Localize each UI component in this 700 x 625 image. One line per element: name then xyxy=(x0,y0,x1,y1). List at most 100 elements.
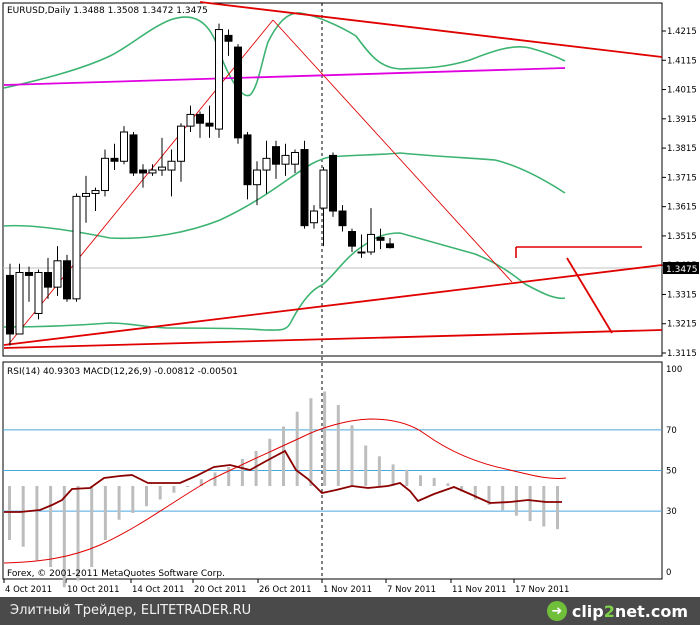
candle-body xyxy=(348,231,356,247)
candle-body xyxy=(224,34,233,42)
macd-histogram-bar xyxy=(473,486,477,500)
candle-body xyxy=(120,131,128,162)
macd-histogram-bar xyxy=(419,475,422,486)
candle-body xyxy=(386,243,394,249)
trendline-upper-resistance xyxy=(199,1,663,58)
main-chart-header: EURUSD,Daily 1.3488 1.3508 1.3472 1.3475 xyxy=(7,6,208,16)
trendline-lower-support xyxy=(3,264,663,346)
price-tick-label: 1.3815 xyxy=(667,144,697,154)
candle-body xyxy=(53,260,62,288)
macd-histogram-bar xyxy=(350,425,354,486)
candle-body xyxy=(6,274,14,335)
macd-histogram-bar xyxy=(172,486,176,493)
clip2net-arrow-icon: ➜ xyxy=(546,601,567,621)
current-price-tag: 1.3475 xyxy=(666,265,698,275)
indicator-tick-label: 30 xyxy=(666,507,677,517)
indicator-tick-label: 70 xyxy=(666,426,677,436)
candle-body xyxy=(319,169,328,209)
macd-histogram-bar xyxy=(432,477,436,486)
macd-histogram-bar xyxy=(76,486,80,581)
clip2net-logo-text: clip2net.com xyxy=(571,601,688,621)
candle-body xyxy=(262,157,271,171)
candle-body xyxy=(129,134,138,174)
candle-body xyxy=(15,272,24,335)
candle-body xyxy=(25,272,33,276)
macd-histogram-bar xyxy=(501,486,505,511)
macd-histogram-bar xyxy=(131,486,135,513)
thin-rise-line xyxy=(7,19,274,346)
macd-histogram-bar xyxy=(556,486,559,530)
candle-body xyxy=(101,157,109,192)
candle-body xyxy=(196,113,204,124)
indicator-axis: 100 70 50 30 0 xyxy=(666,365,682,578)
date-tick-label: 17 Nov 2011 xyxy=(515,585,569,595)
macd-histogram-bar xyxy=(199,479,203,486)
candle-body xyxy=(167,160,176,171)
trendline-magenta-horizontal xyxy=(3,67,566,86)
footer-bar: Элитный Трейдер, ELITETRADER.RU ➜ clip2n… xyxy=(0,597,700,625)
price-tick-label: 1.3915 xyxy=(667,115,697,125)
rsi-line xyxy=(4,449,562,513)
forecast-arrow-line xyxy=(566,257,613,334)
price-tick-label: 1.3515 xyxy=(667,232,697,242)
price-tick-label: 1.3615 xyxy=(667,203,697,213)
macd-histogram-bar xyxy=(240,459,244,486)
date-tick-label: 26 Oct 2011 xyxy=(259,585,312,595)
date-tick-label: 14 Oct 2011 xyxy=(132,585,185,595)
macd-histogram-bar xyxy=(528,486,532,522)
macd-histogram-bar xyxy=(487,486,491,505)
candle-body xyxy=(205,122,214,127)
macd-histogram-bar xyxy=(103,486,107,540)
candle-body xyxy=(253,169,261,186)
date-tick-label: 7 Nov 2011 xyxy=(387,585,436,595)
candle-body xyxy=(281,154,290,165)
macd-histogram-bar xyxy=(8,486,11,540)
candle-body xyxy=(63,260,71,300)
macd-histogram-bar xyxy=(117,486,121,520)
macd-histogram-bar xyxy=(158,486,162,500)
macd-histogram-bar xyxy=(145,486,148,507)
candle-body xyxy=(300,149,309,227)
footer-site-label: Элитный Трейдер, ELITETRADER.RU xyxy=(10,603,252,618)
macd-histogram-bar xyxy=(227,467,231,486)
current-price-tag-bg xyxy=(663,262,699,274)
candle-body xyxy=(338,210,347,227)
indicator-tick-label: 0 xyxy=(666,568,671,578)
indicator-tick-label: 100 xyxy=(666,365,682,375)
macd-histogram-bar xyxy=(282,426,285,486)
macd-histogram-bar xyxy=(62,486,66,588)
macd-histogram-bar xyxy=(405,469,409,486)
chart-canvas: 1.4215 1.4115 1.4015 1.3915 1.3815 1.3715 1.36… xyxy=(2,1,699,595)
macd-histogram-bar xyxy=(364,445,368,486)
indicator-levels xyxy=(3,429,662,512)
macd-histogram-bar xyxy=(21,486,25,547)
candle-body xyxy=(91,190,100,194)
candle-body xyxy=(329,154,337,212)
macd-histogram-bar xyxy=(295,411,299,486)
bollinger-upper-band xyxy=(3,12,566,97)
price-tick-label: 1.4215 xyxy=(667,27,697,37)
copyright-text: Forex, © 2001-2011 MetaQuotes Software C… xyxy=(7,569,225,579)
candle-body xyxy=(215,29,223,130)
candle-body xyxy=(310,210,318,224)
candle-body xyxy=(367,233,375,253)
candle-body xyxy=(110,157,119,162)
macd-histogram-bar xyxy=(90,486,94,567)
indicator-tick-label: 50 xyxy=(666,467,677,477)
bollinger-lower-band xyxy=(3,232,566,331)
trendline-bottom-horizontal xyxy=(3,329,663,349)
date-tick-label: 20 Oct 2011 xyxy=(194,585,247,595)
macd-histogram-bar xyxy=(446,483,450,486)
price-tick-label: 1.3215 xyxy=(667,320,697,330)
candle-body xyxy=(72,195,81,300)
macd-histogram-bar xyxy=(309,398,313,486)
macd-histogram-bar xyxy=(254,450,258,486)
candle-body xyxy=(357,251,366,254)
macd-histogram-bar xyxy=(323,391,327,486)
candle-body xyxy=(34,272,43,314)
date-tick-label: 1 Nov 2011 xyxy=(323,585,372,595)
date-axis: 4 Oct 2011 10 Oct 2011 14 Oct 2011 20 Oct 2… xyxy=(3,579,569,595)
bollinger-middle-band xyxy=(3,152,566,240)
clip2net-logo: ➜ clip2net.com xyxy=(546,600,688,622)
candles-group xyxy=(6,23,394,346)
